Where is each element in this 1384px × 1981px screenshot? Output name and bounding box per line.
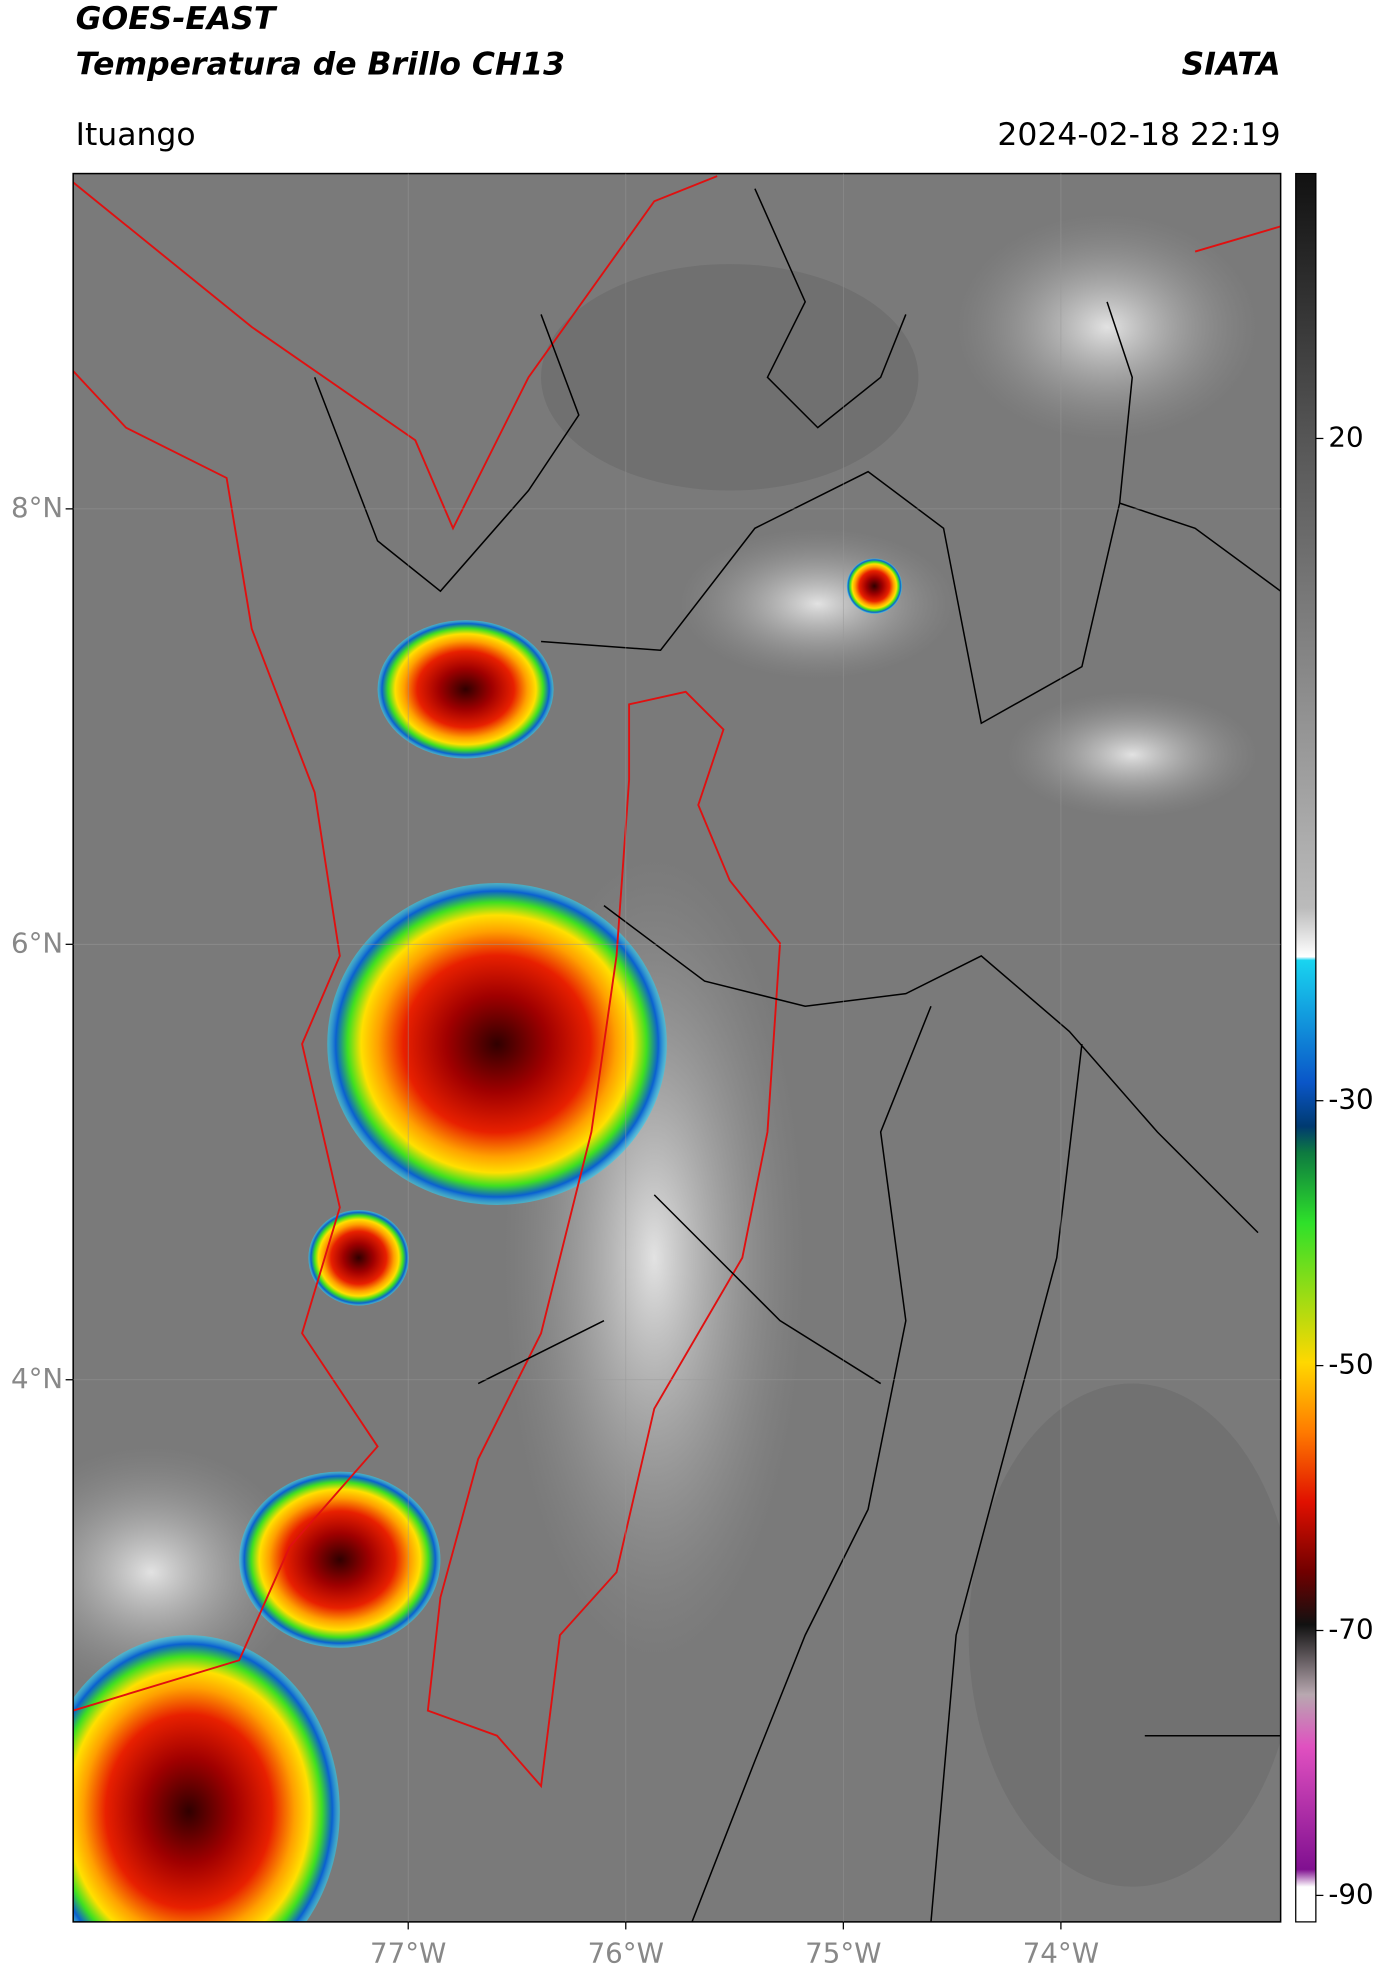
title: GOES-EAST — [76, 1, 278, 37]
colorbar-tick-label: 20 — [1328, 420, 1363, 453]
x-tick-label: 74°W — [1023, 1937, 1099, 1970]
colorbar-tick-label: -50 — [1328, 1348, 1373, 1381]
graticule: 77°W 76°W 75°W 74°W 8°N 6°N 4°N — [11, 173, 1281, 1970]
map-image — [73, 173, 1281, 1922]
colorbar-tick-label: -90 — [1328, 1877, 1373, 1910]
map-frame — [72, 172, 1282, 1923]
x-tick-label: 76°W — [588, 1937, 664, 1970]
colorbar-tick-label: -70 — [1328, 1612, 1373, 1645]
subtitle: Temperatura de Brillo CH13 — [76, 46, 565, 82]
colorbar — [1295, 172, 1317, 1923]
x-tick-label: 75°W — [805, 1937, 881, 1970]
region: Ituango — [76, 117, 196, 153]
colorbar-tick-label: -30 — [1328, 1083, 1373, 1116]
x-tick-label: 77°W — [370, 1937, 446, 1970]
source: SIATA — [1182, 46, 1281, 82]
y-tick-label: 8°N — [11, 491, 63, 524]
y-tick-label: 6°N — [11, 926, 63, 959]
timestamp: 2024-02-18 22:19 — [997, 117, 1280, 153]
colorbar-ticks: 20 -30 -50 -70 -90 — [1315, 420, 1374, 1910]
y-tick-label: 4°N — [11, 1362, 63, 1395]
